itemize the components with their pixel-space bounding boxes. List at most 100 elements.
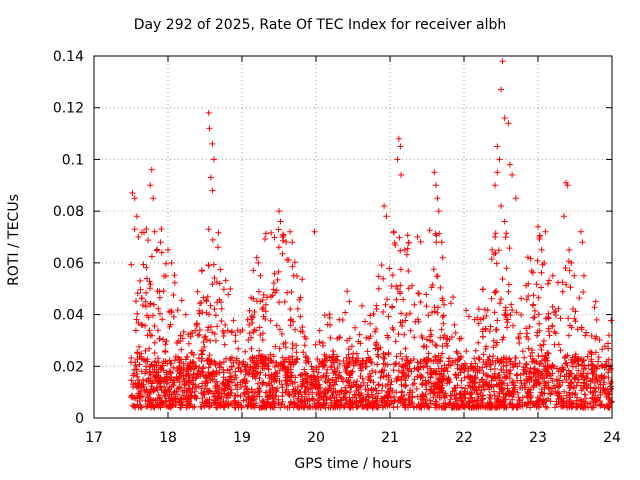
data-point	[284, 289, 291, 296]
data-point	[170, 398, 177, 405]
data-point	[393, 296, 400, 303]
data-point	[342, 384, 349, 391]
data-point	[363, 363, 370, 370]
data-point	[551, 341, 558, 348]
data-point	[212, 360, 219, 367]
data-point	[417, 299, 424, 305]
data-point	[215, 229, 222, 236]
data-point	[580, 272, 587, 279]
data-point	[582, 332, 589, 339]
data-point	[455, 404, 462, 411]
data-point	[536, 380, 543, 387]
data-point	[450, 294, 457, 301]
data-point	[276, 378, 283, 384]
data-point	[458, 335, 465, 342]
data-point	[139, 302, 146, 309]
data-point	[166, 368, 173, 375]
data-point	[317, 384, 324, 391]
data-point	[447, 362, 454, 369]
data-point	[549, 303, 556, 310]
data-point	[509, 379, 515, 386]
data-point	[232, 332, 239, 339]
data-point	[316, 327, 323, 334]
data-point	[499, 388, 506, 394]
data-point	[143, 264, 150, 271]
data-point	[222, 321, 229, 328]
data-point	[494, 143, 501, 150]
data-point	[564, 362, 571, 369]
data-point	[549, 377, 556, 384]
data-point	[154, 386, 161, 393]
data-point	[596, 398, 603, 404]
data-point	[198, 267, 205, 274]
data-point	[214, 299, 221, 306]
data-point	[367, 320, 374, 327]
data-point	[289, 401, 296, 408]
data-point	[382, 393, 388, 400]
data-point	[523, 282, 530, 289]
data-point	[154, 288, 161, 295]
data-point	[595, 358, 601, 365]
data-point	[579, 362, 585, 369]
data-point	[545, 363, 552, 370]
data-point	[444, 377, 451, 384]
data-point	[554, 382, 561, 388]
y-tick-label: 0.02	[53, 359, 84, 375]
data-point	[240, 358, 247, 365]
data-point	[134, 290, 141, 297]
data-point	[203, 402, 209, 409]
data-point	[466, 379, 473, 386]
data-point	[153, 362, 160, 369]
data-point	[404, 232, 411, 239]
data-point	[429, 281, 436, 288]
data-point	[583, 385, 590, 392]
data-point	[287, 306, 294, 313]
y-tick-label: 0.12	[53, 101, 84, 117]
data-point	[174, 307, 181, 314]
data-point	[201, 343, 208, 350]
data-point	[178, 346, 185, 353]
data-point	[565, 382, 572, 389]
data-point	[185, 331, 192, 338]
data-point	[544, 357, 551, 364]
data-point	[395, 367, 402, 374]
data-point	[427, 400, 434, 407]
data-point	[260, 291, 267, 298]
data-point	[453, 348, 460, 355]
chart-title: Day 292 of 2025, Rate Of TEC Index for r…	[133, 17, 507, 33]
data-point	[178, 399, 185, 406]
data-point	[286, 404, 293, 411]
data-point	[437, 358, 443, 365]
data-point	[488, 361, 494, 368]
data-point	[429, 309, 435, 316]
data-point	[510, 364, 517, 371]
data-point	[486, 328, 493, 335]
data-point	[333, 399, 340, 406]
data-point	[593, 316, 600, 323]
data-point	[378, 262, 385, 269]
data-point	[592, 298, 599, 305]
data-point	[168, 383, 175, 390]
data-point	[246, 369, 253, 376]
data-point	[466, 399, 473, 406]
data-point	[135, 234, 142, 240]
data-point	[443, 340, 450, 347]
data-point	[172, 353, 179, 360]
data-point	[530, 384, 537, 391]
data-point	[375, 285, 382, 292]
data-point	[150, 195, 157, 202]
data-point	[527, 365, 534, 372]
data-point	[540, 341, 547, 348]
data-point	[199, 365, 206, 372]
data-point	[441, 394, 448, 401]
data-point	[389, 272, 396, 279]
data-point	[356, 331, 363, 338]
data-point	[192, 327, 199, 334]
data-point	[206, 352, 213, 359]
data-point	[222, 277, 229, 284]
data-point	[430, 380, 437, 387]
data-point	[193, 395, 200, 402]
data-point	[589, 389, 596, 396]
data-point	[430, 266, 437, 273]
data-point	[212, 312, 219, 319]
